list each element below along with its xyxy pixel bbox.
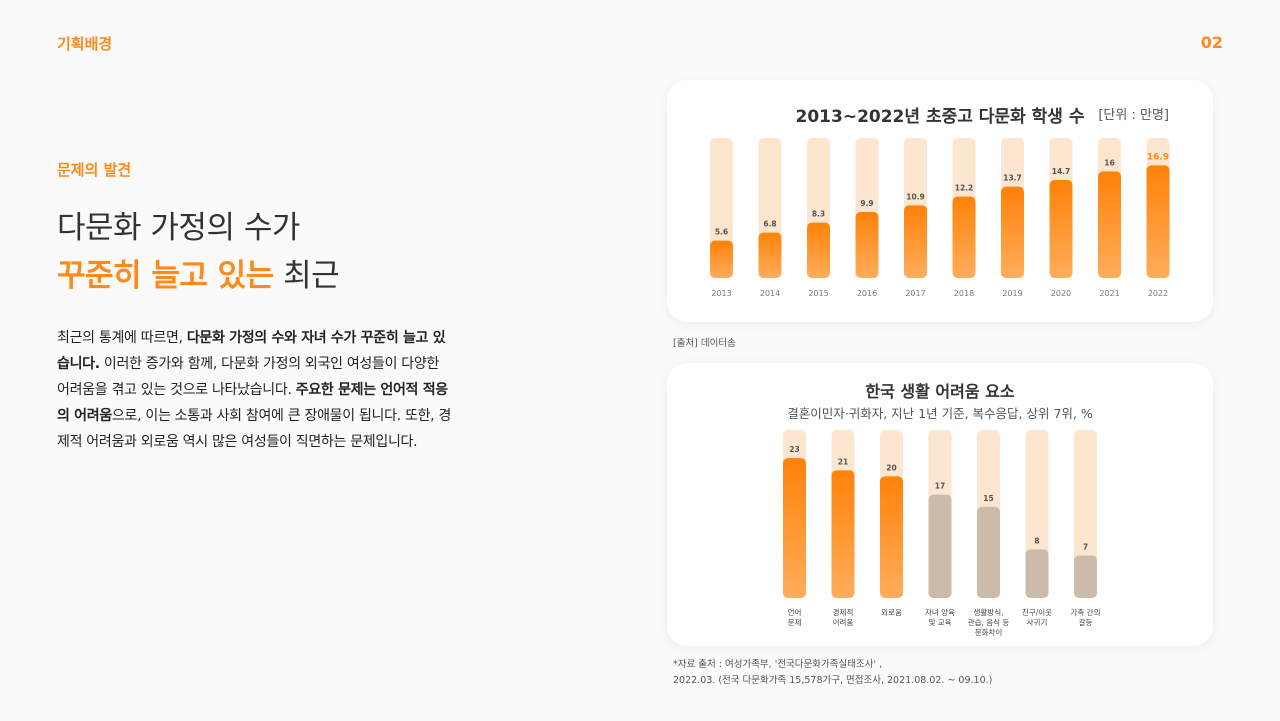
chart2-bar — [1074, 555, 1097, 598]
chart1-svg: 5.6 2013 6.8 2014 8.3 2015 9.9 2016 10.9 2017 12.2… — [710, 138, 1170, 298]
chart2-value-label: 20 — [886, 463, 896, 472]
chart1-value-label: 6.8 — [763, 220, 776, 229]
chart1-value-label: 12.2 — [955, 184, 974, 193]
chart2-category-label: 가족 간의 — [1071, 607, 1101, 617]
chart1-category-label: 2015 — [808, 289, 828, 298]
chart2-bar — [831, 470, 855, 598]
chart1-bar — [1146, 165, 1170, 278]
chart2-value-label: 7 — [1083, 542, 1088, 551]
chart2-category-label: 어려움 — [833, 617, 854, 627]
body-run: 으로, 이는 소통과 사회 참여에 큰 장애물이 됩니다. 또한, 경제적 어려… — [57, 408, 452, 450]
chart1-category-label: 2021 — [1099, 289, 1119, 298]
chart2-bar — [928, 494, 952, 598]
chart1-value-label: 14.7 — [1052, 167, 1071, 176]
chart2-category-label: 갈등 — [1079, 618, 1093, 627]
body-run: 이러한 증가와 함께, 다문화 가정의 외국인 여성들이 다양한 어려움을 겪고… — [57, 356, 440, 398]
chart2-category-label: 친구/이웃 — [1022, 607, 1052, 617]
chart2-subtitle: 결혼이민자·귀화자, 지난 1년 기준, 복수응답, 상위 7위, % — [787, 406, 1093, 421]
chart1-category-label: 2022 — [1148, 289, 1168, 298]
chart1-value-label: 13.7 — [1003, 174, 1022, 183]
chart1-category-label: 2018 — [954, 289, 974, 298]
chart2-value-label: 23 — [789, 445, 799, 454]
headline-accent: 꾸준히 늘고 있는 — [57, 258, 274, 294]
chart2-value-label: 21 — [838, 457, 848, 466]
section-label: 문제의 발견 — [57, 161, 132, 179]
page-number: 02 — [1200, 33, 1223, 52]
chart1-bar — [952, 196, 976, 278]
chart1-category-label: 2013 — [711, 289, 731, 298]
chart1-category-label: 2019 — [1002, 289, 1022, 298]
chart2-category-label: 외로움 — [881, 607, 902, 617]
chart2-bar — [1025, 549, 1049, 598]
chart1-bar — [904, 205, 927, 278]
chart1-bar — [1001, 186, 1024, 278]
chart1-card: 2013~2022년 초중고 다문화 학생 수 [단위 : 만명] 5.6 201… — [667, 80, 1213, 322]
chart2-source-line1: *자료 출처 : 여성가족부, '전국다문화가족실태조사' , — [673, 659, 883, 670]
chart1-title: 2013~2022년 초중고 다문화 학생 수 — [795, 107, 1085, 127]
chart1-value-label: 16.9 — [1147, 152, 1169, 162]
headline-line2: 꾸준히 늘고 있는 최근 — [57, 252, 340, 300]
body-run: 최근의 통계에 따르면, — [57, 330, 187, 346]
body-run: 다문화 가정의 수와 자녀 수가 꾸준히 늘고 있습니다. — [57, 330, 446, 372]
chart2-value-label: 8 — [1034, 536, 1039, 545]
chart2-category-label: 문제 — [788, 618, 802, 627]
chart2-category-label: 관습, 음식 등 — [968, 617, 1010, 627]
chart1-bar — [1049, 180, 1073, 278]
chart2-value-label: 15 — [983, 494, 993, 503]
body-run: 주요한 문제는 언어적 적응의 어려움 — [57, 382, 448, 424]
chart1-bar — [1098, 171, 1121, 278]
chart1-bar — [710, 240, 733, 278]
chart1-value-label: 8.3 — [812, 210, 825, 219]
chart2-bar — [977, 506, 1000, 598]
chart2-category-label: 경제적 — [833, 607, 854, 617]
chart1-value-label: 9.9 — [860, 199, 873, 208]
chart2-source-line2: 2022.03. (전국 다문화가족 15,578가구, 면접조사, 2021.… — [673, 675, 993, 686]
chart1-unit: [단위 : 만명] — [1098, 108, 1169, 123]
chart2-category-label: 문화차이 — [975, 627, 1003, 637]
chart1-category-label: 2016 — [857, 289, 877, 298]
chart2-bar — [783, 458, 806, 598]
chart2-category-label: 언어 — [788, 607, 802, 617]
headline: 다문화 가정의 수가 꾸준히 늘고 있는 최근 — [57, 204, 340, 300]
body-paragraph: 최근의 통계에 따르면, 다문화 가정의 수와 자녀 수가 꾸준히 늘고 있습니… — [57, 325, 452, 455]
chart1-value-label: 10.9 — [906, 192, 925, 201]
headline-tail: 최근 — [273, 258, 340, 294]
headline-line1: 다문화 가정의 수가 — [57, 210, 300, 246]
chart2-source: *자료 출처 : 여성가족부, '전국다문화가족실태조사' , 2022.03.… — [673, 657, 992, 689]
chart2-title: 한국 생활 어려움 요소 — [865, 382, 1015, 401]
chart1-bar — [758, 232, 782, 278]
chart2-category-label: 자녀 양육 — [925, 608, 955, 617]
chart1-category-label: 2020 — [1051, 289, 1071, 298]
chart2-category-label: 생활방식, — [974, 607, 1004, 617]
chart1-category-label: 2017 — [905, 289, 925, 298]
chart1-bar — [855, 212, 879, 278]
chart1-source: [출처] 데이터솜 — [673, 338, 736, 349]
chart2-category-label: 및 교육 — [928, 617, 951, 627]
header-section-label: 기획배경 — [57, 35, 113, 53]
chart1-value-label: 16 — [1104, 158, 1114, 167]
chart2-value-label: 17 — [935, 482, 945, 491]
chart1-bar — [807, 222, 830, 278]
chart2-bar — [880, 476, 903, 598]
chart1-value-label: 5.6 — [715, 228, 728, 237]
chart2-category-label: 사귀기 — [1027, 617, 1048, 627]
chart2-card: 한국 생활 어려움 요소 결혼이민자·귀화자, 지난 1년 기준, 복수응답, … — [667, 363, 1213, 646]
chart1-category-label: 2014 — [760, 289, 780, 298]
